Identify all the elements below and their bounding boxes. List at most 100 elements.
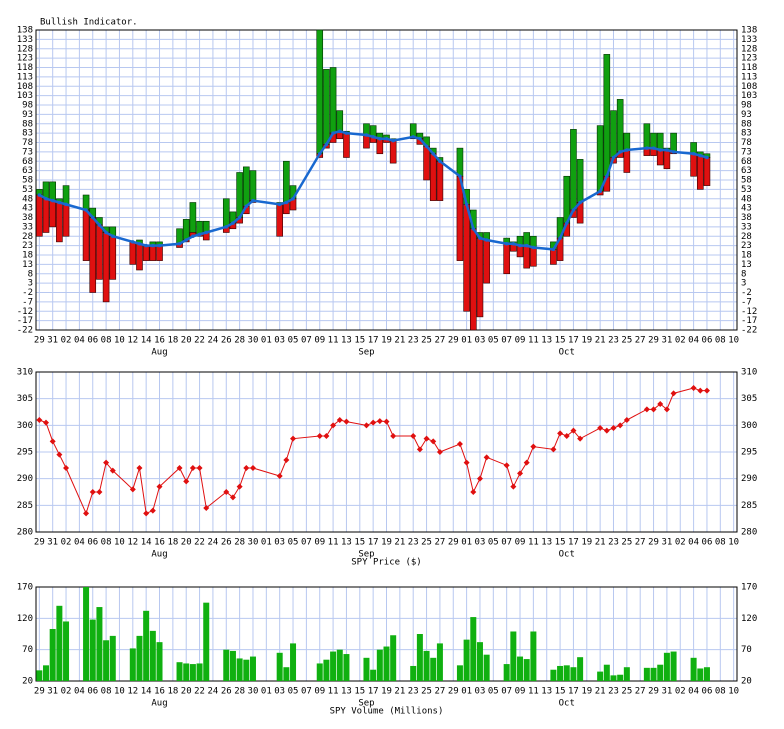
price-point	[456, 441, 463, 447]
price-point	[136, 465, 143, 471]
volume-bar	[156, 642, 163, 681]
volume-bar	[557, 665, 564, 681]
volume-bar	[476, 642, 483, 681]
price-point	[143, 510, 150, 517]
up-bar	[576, 159, 584, 203]
volume-bar	[136, 635, 143, 681]
moving-average-point	[464, 202, 469, 207]
price-point	[229, 494, 236, 501]
x-tick-label: 31	[661, 538, 672, 548]
volume-bar	[416, 634, 423, 681]
moving-average-point	[364, 133, 369, 137]
x-tick-label: 23	[408, 538, 419, 548]
moving-average-point	[431, 151, 436, 156]
x-tick-label: 09	[515, 336, 526, 346]
y-tick-label: 133	[17, 35, 33, 45]
x-tick-label: 13	[541, 687, 552, 697]
x-tick-label: 25	[621, 538, 632, 548]
x-tick-label: 28	[234, 538, 245, 548]
x-tick-label: 27	[434, 538, 445, 548]
volume-bar	[523, 659, 530, 681]
x-tick-label: 07	[301, 538, 312, 548]
x-tick-label: 08	[715, 336, 726, 346]
x-tick-label: 03	[274, 538, 285, 548]
price-point	[617, 422, 624, 429]
y-tick-label: 88	[22, 119, 33, 129]
y-tick-label: 43	[22, 204, 33, 214]
price-point	[56, 451, 63, 458]
moving-average-point	[344, 131, 349, 135]
moving-average-point	[157, 243, 162, 248]
x-tick-label: 14	[141, 538, 152, 548]
y-tick-label-right: 170	[741, 583, 757, 593]
x-tick-label: 07	[501, 336, 512, 346]
moving-average-point	[324, 142, 329, 147]
x-tick-label: 14	[141, 687, 152, 697]
down-bar	[82, 209, 90, 261]
down-bar	[42, 198, 50, 233]
price-point	[597, 425, 604, 431]
x-tick-label: 03	[475, 538, 486, 548]
volume-bar	[410, 665, 417, 681]
volume-bar	[183, 663, 190, 681]
up-bar	[236, 172, 243, 218]
down-bar	[483, 239, 490, 284]
x-tick-label: 29	[34, 687, 45, 697]
volume-bar	[63, 621, 70, 681]
y-tick-label: 285	[17, 501, 33, 511]
x-tick-label: 02	[675, 687, 686, 697]
x-tick-label: 09	[515, 538, 526, 548]
volume-bar	[243, 659, 250, 681]
y-tick-label-right: -17	[741, 316, 757, 326]
y-tick-label: 18	[22, 251, 33, 261]
x-tick-label: 31	[47, 336, 58, 346]
down-bar	[96, 224, 103, 280]
down-bar	[503, 243, 510, 275]
moving-average-point	[618, 150, 622, 154]
up-bar	[283, 160, 290, 203]
moving-average-point	[371, 135, 375, 139]
x-tick-label: 04	[688, 687, 699, 697]
moving-average-point	[524, 243, 529, 248]
x-tick-label: 01	[261, 538, 272, 548]
down-bar	[523, 245, 531, 269]
volume-bar	[663, 652, 670, 681]
moving-average-point	[331, 131, 335, 135]
month-label: Aug	[151, 348, 167, 358]
volume-bar	[670, 651, 677, 681]
x-tick-label: 22	[194, 538, 205, 548]
x-tick-label: 30	[248, 336, 259, 346]
moving-average-point	[151, 243, 155, 248]
moving-average-point	[231, 221, 235, 225]
down-bar	[656, 149, 664, 166]
x-tick-label: 27	[434, 687, 445, 697]
y-tick-label: 118	[17, 63, 33, 73]
y-tick-label: -22	[17, 326, 33, 336]
moving-average-point	[37, 193, 42, 197]
x-tick-label: 05	[288, 687, 299, 697]
down-bar	[436, 160, 444, 201]
y-tick-label-right: 133	[741, 35, 757, 45]
price-point	[690, 385, 697, 391]
x-tick-label: 23	[608, 687, 619, 697]
x-tick-label: 30	[248, 538, 259, 548]
x-tick-label: 10	[728, 687, 739, 697]
x-tick-label: 11	[328, 538, 339, 548]
y-tick-label-right: -2	[741, 288, 752, 298]
moving-average-point	[658, 148, 663, 152]
moving-average-point	[204, 230, 209, 235]
down-bar	[102, 232, 110, 303]
x-tick-label: 29	[34, 538, 45, 548]
price-point	[243, 465, 250, 471]
price-point	[523, 459, 530, 466]
moving-average-point	[184, 238, 189, 242]
y-tick-label: 58	[22, 176, 33, 186]
volume-bar	[189, 664, 196, 681]
x-tick-label: 25	[621, 336, 632, 346]
price-point	[703, 387, 710, 394]
volume-bar	[129, 648, 136, 681]
down-bar	[550, 249, 557, 265]
x-tick-label: 18	[167, 336, 178, 346]
down-bar	[376, 138, 384, 155]
x-tick-label: 21	[394, 687, 405, 697]
